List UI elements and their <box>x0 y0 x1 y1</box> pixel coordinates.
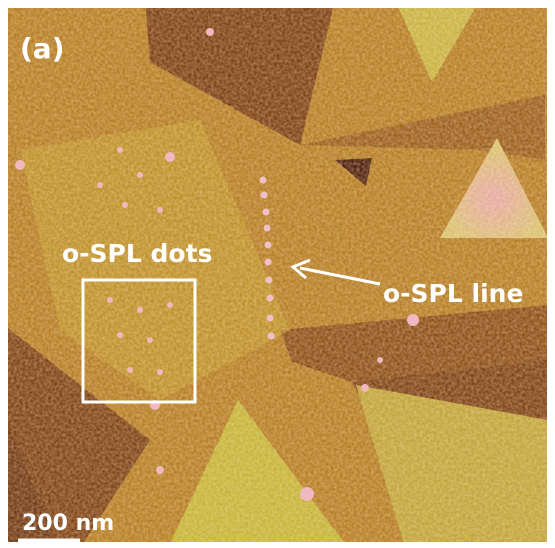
afm-image: (a) o-SPL dots o-SPL line 200 nm <box>0 0 555 548</box>
line-label: o-SPL line <box>383 279 523 308</box>
panel-label: (a) <box>20 32 65 65</box>
page: (a) o-SPL dots o-SPL line 200 nm (() => … <box>0 0 555 548</box>
sample-surface <box>0 0 555 548</box>
scale-bar-label: 200 nm <box>22 511 114 536</box>
dots-label: o-SPL dots <box>62 239 212 268</box>
